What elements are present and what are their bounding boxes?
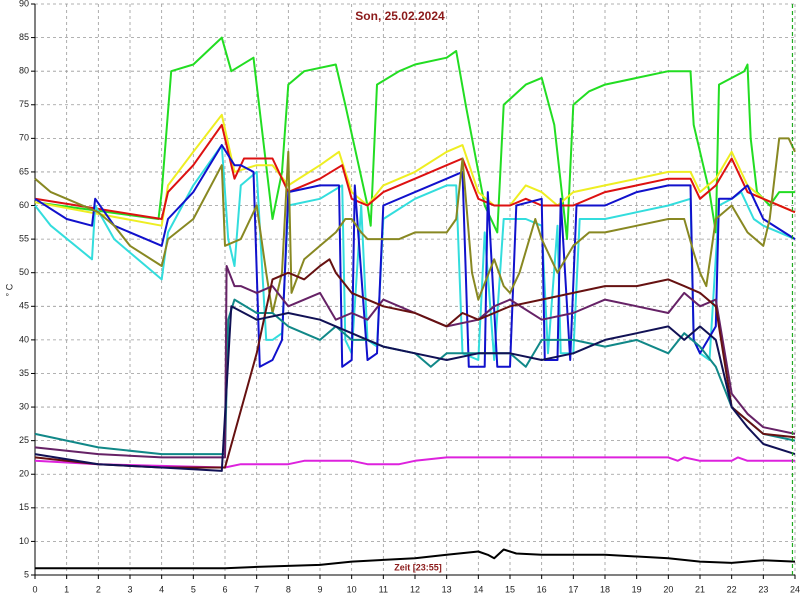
x-tick-label: 6: [222, 584, 227, 594]
x-tick-label: 21: [695, 584, 705, 594]
x-tick-label: 11: [379, 584, 388, 594]
chart-title: Son, 25.02.2024: [355, 9, 445, 23]
y-axis-label: ° C: [4, 283, 14, 296]
y-tick-label: 55: [19, 233, 29, 243]
y-tick-label: 15: [19, 502, 29, 512]
x-tick-label: 16: [537, 584, 547, 594]
y-tick-label: 25: [19, 435, 29, 445]
x-tick-label: 20: [663, 584, 673, 594]
x-tick-label: 1: [64, 584, 69, 594]
series-line: [34, 258, 796, 469]
y-tick-label: 70: [19, 133, 29, 143]
y-tick-label: 85: [19, 32, 29, 42]
x-tick-label: 0: [32, 584, 37, 594]
y-tick-label: 50: [19, 267, 29, 277]
x-tick-label: 23: [758, 584, 768, 594]
x-tick-label: 7: [254, 584, 259, 594]
y-tick-label: 40: [19, 334, 29, 344]
y-tick-label: 60: [19, 200, 29, 210]
series-line: [34, 144, 796, 368]
x-tick-label: 15: [505, 584, 515, 594]
x-tick-label: 4: [159, 584, 164, 594]
y-tick-label: 75: [19, 99, 29, 109]
x-tick-label: 8: [286, 584, 291, 594]
x-tick-label: 5: [191, 584, 196, 594]
series-line: [34, 305, 796, 472]
y-tick-label: 65: [19, 166, 29, 176]
y-tick-label: 80: [19, 66, 29, 76]
series-line: [34, 137, 796, 314]
y-tick-label: 5: [24, 569, 29, 579]
series-line: [34, 456, 795, 469]
x-tick-label: 12: [410, 584, 420, 594]
x-tick-label: 10: [347, 584, 357, 594]
y-tick-label: 45: [19, 301, 29, 311]
x-tick-label: 13: [442, 584, 452, 594]
x-tick-label: 19: [632, 584, 642, 594]
x-tick-label: 14: [473, 584, 483, 594]
x-tick-label: 18: [600, 584, 610, 594]
series-line: [35, 548, 796, 570]
y-tick-label: 30: [19, 401, 29, 411]
y-tick-label: 20: [19, 469, 29, 479]
x-tick-label: 3: [127, 584, 132, 594]
y-tick-label: 35: [19, 368, 29, 378]
x-tick-label: 22: [727, 584, 737, 594]
y-tick-label: 90: [19, 0, 29, 8]
x-tick-label: 17: [568, 584, 578, 594]
x-axis-label: Zeit [23:55]: [394, 562, 442, 572]
x-tick-label: 24: [790, 584, 800, 594]
y-tick-label: 10: [19, 536, 29, 546]
x-tick-label: 2: [96, 584, 101, 594]
x-tick-label: 9: [317, 584, 322, 594]
